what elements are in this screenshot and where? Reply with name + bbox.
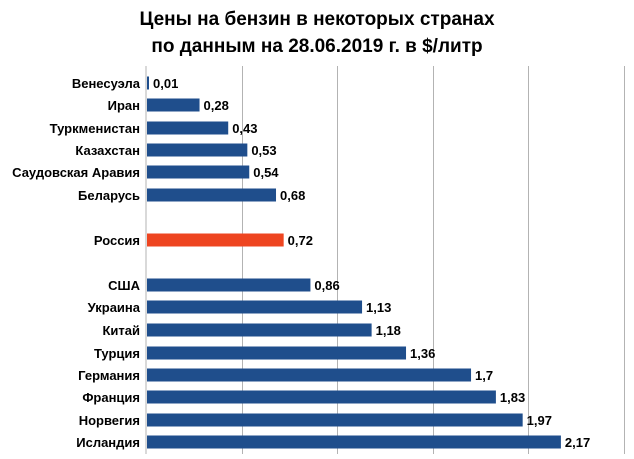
chart-title-line-2: по данным на 28.06.2019 г. в $/литр: [151, 36, 483, 57]
bar-9: [147, 323, 372, 337]
category-label-4: Саудовская Аравия: [12, 165, 140, 180]
value-label-12: 1,83: [500, 390, 525, 405]
bar-0: [147, 76, 149, 90]
bar-5: [147, 188, 277, 202]
value-label-3: 0,53: [251, 143, 276, 158]
bar-1: [147, 98, 200, 112]
category-label-5: Беларусь: [78, 188, 140, 203]
bar-13: [147, 413, 523, 427]
category-label-8: Украина: [88, 300, 141, 315]
bar-2: [147, 121, 229, 135]
value-label-10: 1,36: [410, 346, 435, 361]
value-label-1: 0,28: [204, 98, 229, 113]
label-layer: Венесуэла 0,01 Иран 0,28 Туркменистан 0,43 Каз…: [12, 76, 590, 450]
value-label-7: 0,86: [314, 278, 339, 293]
chart-title-line-1: Цены на бензин в некоторых странах: [139, 9, 495, 30]
category-label-0: Венесуэла: [72, 76, 141, 91]
value-label-8: 1,13: [366, 300, 391, 315]
category-label-9: Китай: [102, 323, 140, 338]
category-label-13: Норвегия: [79, 413, 140, 428]
value-label-11: 1,7: [475, 368, 493, 383]
value-label-5: 0,68: [280, 188, 305, 203]
value-label-9: 1,18: [376, 323, 401, 338]
category-label-14: Исландия: [76, 435, 140, 450]
value-label-2: 0,43: [232, 121, 257, 136]
value-label-13: 1,97: [527, 413, 552, 428]
value-label-0: 0,01: [153, 76, 178, 91]
grid-layer: [145, 66, 625, 454]
bar-6: [147, 233, 284, 247]
bar-3: [147, 143, 248, 157]
value-label-4: 0,54: [253, 165, 279, 180]
category-label-3: Казахстан: [75, 143, 140, 158]
bar-14: [147, 435, 561, 449]
bar-12: [147, 390, 496, 404]
category-label-6: Россия: [94, 233, 140, 248]
bar-11: [147, 368, 472, 382]
category-label-12: Франция: [82, 390, 140, 405]
category-label-11: Германия: [78, 368, 140, 383]
bar-7: [147, 278, 311, 292]
category-label-10: Турция: [94, 346, 140, 361]
category-label-2: Туркменистан: [50, 121, 140, 136]
bar-4: [147, 165, 250, 179]
category-label-7: США: [108, 278, 140, 293]
bar-8: [147, 300, 363, 314]
bar-10: [147, 346, 407, 360]
value-label-6: 0,72: [288, 233, 313, 248]
bar-layer: [147, 76, 561, 449]
value-label-14: 2,17: [565, 435, 590, 450]
category-label-1: Иран: [108, 98, 140, 113]
